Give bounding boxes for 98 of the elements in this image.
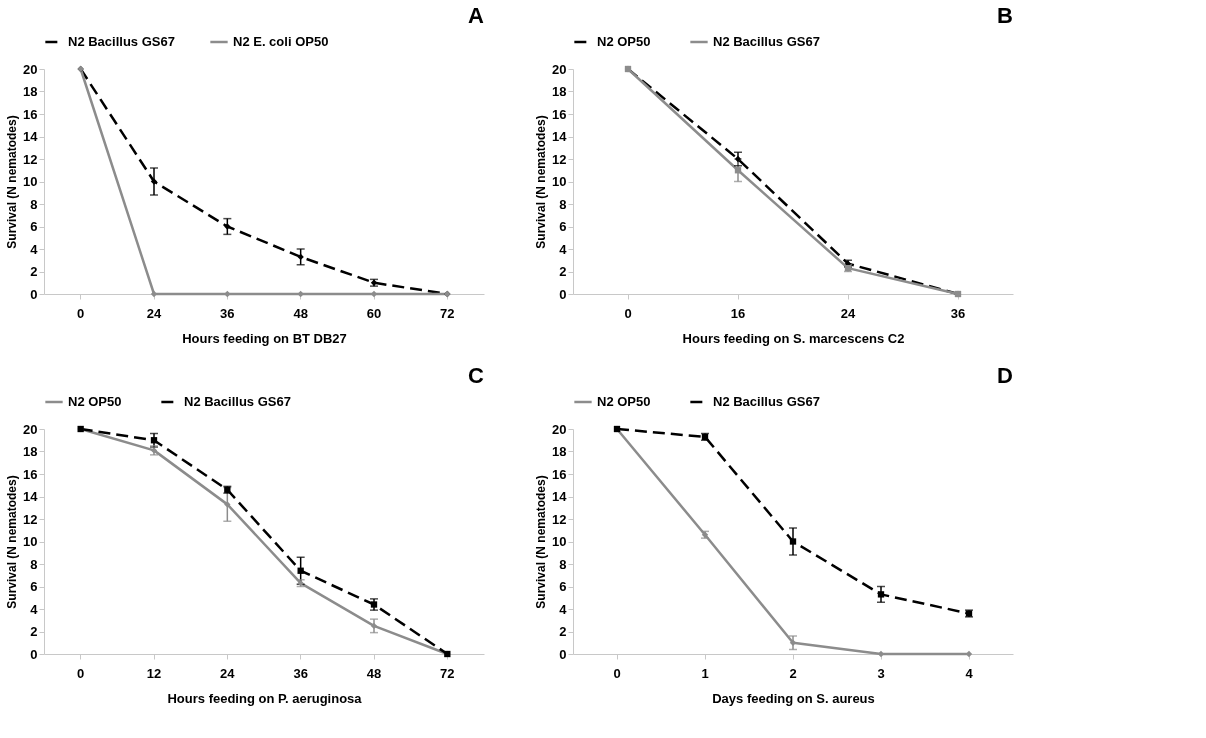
legend-label: N2 OP50: [597, 394, 651, 409]
y-tick-label: 10: [552, 174, 567, 189]
chart-title: A: [468, 3, 485, 28]
x-tick-label: 3: [877, 665, 885, 681]
x-axis-title: Hours feeding on BT DB27: [182, 330, 347, 346]
point: [297, 290, 304, 298]
y-axis-title: Survival (N nematodes): [534, 475, 549, 609]
legend-label: N2 OP50: [597, 34, 651, 49]
y-tick-label: 16: [23, 106, 38, 122]
y-tick-label: 12: [23, 151, 38, 167]
y-tick-label: 6: [30, 219, 38, 234]
y-tick-label: 0: [559, 646, 567, 662]
y-tick-label: 20: [23, 421, 38, 437]
point: [877, 591, 885, 598]
y-tick-label: 8: [30, 556, 38, 572]
point: [297, 253, 304, 261]
legend-label: N2 E. coli OP50: [233, 34, 329, 49]
x-tick-label: 72: [440, 665, 455, 681]
y-axis-title: Survival (N nematodes): [5, 115, 20, 249]
x-tick-label: 0: [613, 665, 621, 681]
legend-label: N2 Bacillus GS67: [184, 394, 291, 409]
y-tick-label: 10: [23, 534, 38, 549]
y-tick-label: 20: [552, 421, 567, 437]
y-axis-title: Survival (N nematodes): [5, 475, 20, 609]
y-tick-label: 6: [559, 219, 567, 234]
legend-label: N2 Bacillus GS67: [713, 394, 820, 409]
y-tick-label: 10: [552, 534, 567, 549]
x-tick-label: 60: [366, 305, 382, 321]
point: [734, 167, 742, 174]
x-tick-label: 48: [293, 305, 308, 321]
y-tick-label: 4: [559, 601, 568, 617]
x-axis-title: Hours feeding on S. marcescens C2: [682, 330, 905, 346]
x-tick-label: 36: [220, 305, 235, 321]
y-tick-label: 2: [30, 264, 38, 279]
legend-label: N2 Bacillus GS67: [68, 34, 175, 49]
y-tick-label: 8: [30, 196, 38, 212]
y-tick-label: 0: [30, 286, 38, 302]
point: [150, 178, 158, 185]
point: [150, 437, 158, 444]
y-tick-label: 12: [552, 151, 567, 167]
y-tick-label: 20: [552, 61, 567, 77]
y-tick-label: 0: [559, 286, 567, 302]
x-tick-label: 24: [840, 305, 856, 321]
x-tick-label: 16: [730, 305, 746, 321]
y-tick-label: 14: [552, 129, 568, 144]
y-tick-label: 20: [23, 61, 38, 77]
legend-label: N2 Bacillus GS67: [713, 34, 820, 49]
y-tick-label: 16: [552, 466, 567, 482]
x-tick-label: 2: [789, 665, 797, 681]
y-axis-title: Survival (N nematodes): [534, 115, 549, 249]
y-tick-label: 14: [23, 129, 39, 144]
y-tick-label: 18: [23, 84, 38, 99]
point: [370, 622, 378, 630]
y-tick-label: 10: [23, 174, 38, 189]
y-tick-label: 2: [559, 264, 567, 279]
legend-label: N2 OP50: [68, 394, 122, 409]
y-tick-label: 4: [30, 601, 39, 617]
x-tick-label: 12: [146, 665, 162, 681]
x-tick-label: 24: [146, 305, 162, 321]
x-tick-label: 72: [440, 305, 455, 321]
y-tick-label: 12: [552, 511, 567, 527]
point: [789, 538, 797, 545]
y-tick-label: 18: [23, 444, 38, 459]
chart-title: C: [468, 363, 485, 388]
point: [297, 567, 304, 574]
x-tick-label: 0: [77, 665, 85, 681]
x-tick-label: 24: [220, 665, 236, 681]
y-tick-label: 16: [552, 106, 567, 122]
chart-title: D: [997, 363, 1013, 388]
point: [224, 290, 231, 298]
x-axis-title: Hours feeding on P. aeruginosa: [167, 690, 363, 706]
chart-title: B: [997, 3, 1013, 28]
x-tick-label: 4: [965, 665, 974, 681]
y-tick-label: 18: [552, 444, 567, 459]
y-tick-label: 8: [559, 556, 567, 572]
point: [224, 501, 231, 508]
y-tick-label: 16: [23, 466, 38, 482]
y-tick-label: 0: [30, 646, 38, 662]
y-tick-label: 8: [559, 196, 567, 212]
y-tick-label: 14: [552, 489, 568, 504]
y-tick-label: 2: [30, 624, 38, 639]
y-tick-label: 2: [559, 624, 567, 639]
y-tick-label: 4: [559, 241, 568, 257]
point: [224, 223, 231, 230]
x-tick-label: 36: [293, 665, 308, 681]
y-tick-label: 14: [23, 489, 39, 504]
x-axis-title: Days feeding on S. aureus: [712, 690, 875, 706]
x-tick-label: 48: [366, 665, 382, 681]
y-tick-label: 18: [552, 84, 567, 99]
x-tick-label: 0: [624, 305, 632, 321]
x-tick-label: 36: [950, 305, 966, 321]
y-tick-label: 6: [30, 579, 38, 594]
point: [789, 639, 797, 646]
y-tick-label: 12: [23, 511, 38, 527]
y-tick-label: 6: [559, 579, 567, 594]
x-tick-label: 0: [77, 305, 85, 321]
y-tick-label: 4: [30, 241, 39, 257]
x-tick-label: 1: [701, 665, 709, 681]
